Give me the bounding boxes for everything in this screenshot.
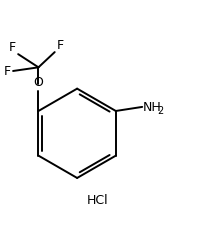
Text: HCl: HCl	[86, 193, 108, 206]
Text: F: F	[3, 65, 11, 78]
Text: F: F	[8, 41, 16, 54]
Text: 2: 2	[157, 106, 163, 116]
Text: NH: NH	[142, 101, 161, 114]
Text: F: F	[56, 39, 64, 52]
Text: O: O	[33, 76, 43, 89]
